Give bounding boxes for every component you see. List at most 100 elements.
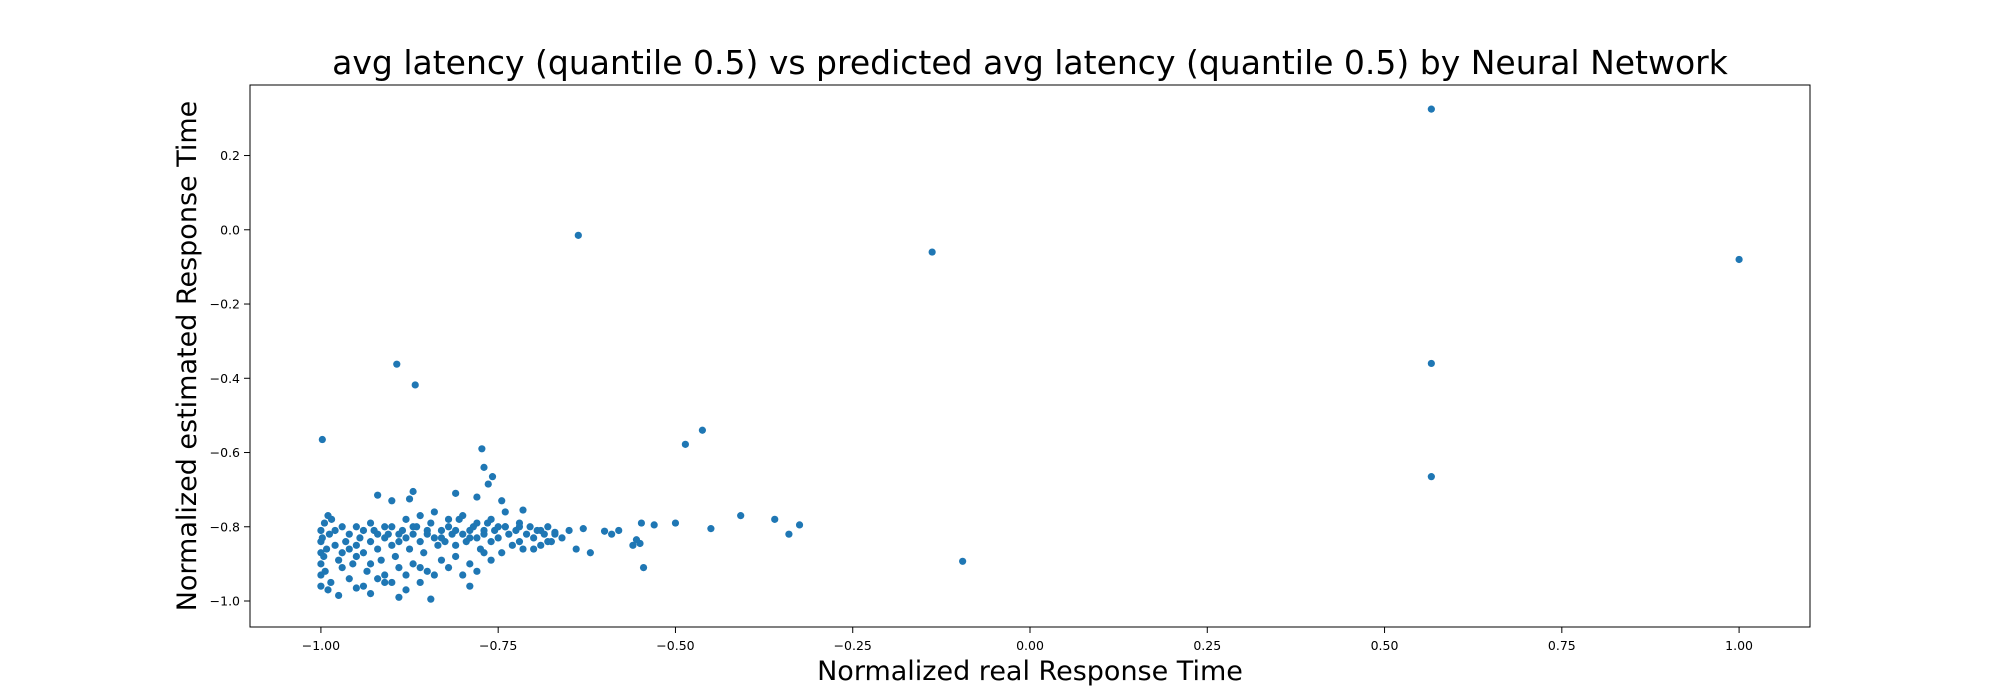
data-point (352, 523, 360, 531)
data-point (494, 534, 502, 542)
data-point (345, 575, 353, 583)
data-point (391, 552, 399, 561)
data-point (405, 545, 414, 553)
data-point (615, 526, 623, 535)
data-point (352, 552, 360, 561)
data-point (444, 564, 453, 572)
data-point (498, 549, 506, 557)
data-point (409, 560, 417, 568)
y-tick-label: −0.4 (210, 371, 240, 386)
data-point (345, 545, 353, 553)
data-point (324, 586, 332, 594)
data-point (488, 473, 497, 481)
data-point (416, 538, 424, 546)
data-point (522, 530, 531, 538)
data-point (388, 541, 396, 549)
data-point (484, 480, 492, 488)
data-point (515, 519, 524, 527)
data-point (512, 526, 520, 535)
data-point (409, 523, 417, 531)
data-point (444, 523, 453, 531)
y-tick-label: −0.8 (210, 519, 240, 534)
data-point (459, 512, 467, 520)
data-point (395, 530, 403, 538)
x-tick-label: −0.25 (834, 638, 872, 653)
data-point (452, 552, 460, 561)
data-point (530, 534, 538, 542)
data-point (473, 493, 481, 501)
data-point (331, 541, 339, 549)
data-point (478, 445, 486, 453)
data-point (402, 586, 410, 594)
data-point (352, 584, 360, 592)
data-point (737, 512, 745, 520)
data-point (466, 534, 474, 542)
data-point (416, 578, 424, 587)
data-point (501, 508, 509, 516)
data-point (572, 545, 580, 553)
data-point (322, 545, 331, 553)
data-point (459, 530, 467, 538)
data-point (473, 567, 481, 575)
data-point (459, 571, 467, 579)
y-tick-label: −1.0 (210, 594, 240, 609)
data-point (444, 515, 453, 523)
data-point (547, 538, 555, 546)
data-point (317, 526, 325, 535)
data-point (381, 571, 389, 579)
data-point (335, 556, 343, 564)
data-point (498, 497, 506, 505)
data-point (317, 560, 325, 568)
data-point (393, 360, 401, 368)
data-point (608, 530, 616, 538)
data-point (416, 512, 424, 520)
data-point (437, 526, 446, 535)
data-point (430, 534, 438, 542)
data-point (356, 534, 364, 542)
data-point (650, 521, 658, 529)
data-point (466, 582, 474, 590)
data-point (335, 591, 343, 600)
data-point (420, 549, 428, 557)
data-point (494, 523, 502, 531)
data-point (395, 593, 403, 601)
data-point (405, 495, 414, 503)
data-point (427, 595, 435, 603)
data-point (374, 545, 382, 553)
data-point (363, 567, 371, 575)
data-point (395, 564, 403, 572)
data-point (501, 523, 509, 531)
data-point (1427, 473, 1435, 481)
x-tick-label: 0.00 (1016, 638, 1044, 653)
data-point (959, 557, 967, 565)
data-point (325, 530, 334, 538)
y-axis: −1.0 −0.8 −0.6 −0.4 −0.2 0.0 0.2 (210, 148, 250, 609)
data-point (473, 534, 481, 542)
x-tick-label: −0.75 (479, 638, 517, 653)
data-point (452, 489, 460, 497)
data-point (349, 560, 357, 568)
data-point (409, 530, 417, 538)
x-tick-label: −1.00 (302, 638, 340, 653)
data-point (320, 552, 328, 561)
data-point (629, 541, 637, 549)
data-point (331, 526, 339, 535)
data-point (345, 530, 353, 538)
data-point (427, 519, 435, 527)
data-point (388, 497, 396, 505)
data-point (519, 545, 527, 553)
data-point (395, 538, 403, 546)
data-point (558, 534, 566, 542)
data-point (388, 578, 396, 587)
data-point (574, 231, 582, 239)
data-point (327, 578, 335, 587)
data-point (402, 571, 410, 579)
y-tick-label: −0.6 (210, 445, 240, 460)
data-point (366, 560, 375, 568)
data-point (317, 582, 325, 590)
y-tick-label: −0.2 (210, 297, 240, 312)
data-point (600, 527, 609, 535)
data-point (671, 519, 680, 527)
data-point (928, 248, 936, 256)
